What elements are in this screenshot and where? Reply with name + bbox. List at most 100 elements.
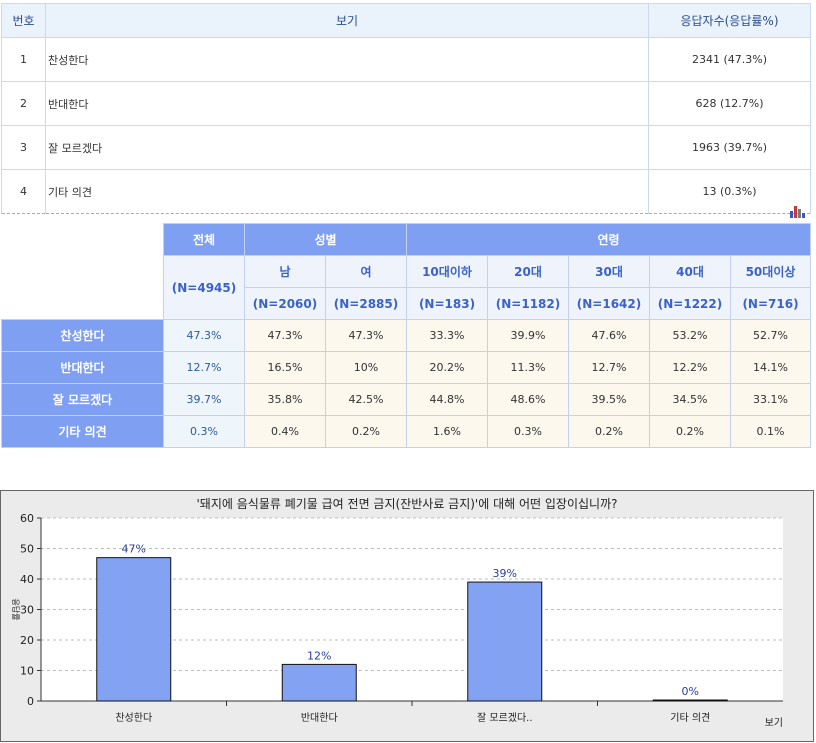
x-tick-label: 기타 의견 <box>670 712 710 724</box>
bar <box>467 581 543 702</box>
column-label: 여 <box>325 255 407 288</box>
data-label: 12% <box>307 649 331 662</box>
cell-value: 47.3% <box>244 319 326 352</box>
y-tick-label: 60 <box>20 512 34 525</box>
option-label: 찬성한다 <box>45 37 649 82</box>
x-axis-label: 보기 <box>765 717 783 729</box>
crosstab-row: 기타 의견 0.3% 0.4% 0.2% 1.6% 0.3% 0.2% 0.2%… <box>1 415 811 448</box>
column-n: (N=2060) <box>244 287 326 320</box>
cell-value: 47.3% <box>325 319 407 352</box>
results-header-row: 번호 보기 응답자수(응답률%) <box>1 3 811 38</box>
chart-title: '돼지에 음식물류 폐기물 급여 전면 금지(잔반사료 금지)'에 대해 어떤 … <box>196 497 618 511</box>
column-label: 10대이하 <box>406 255 488 288</box>
y-tick-label: 20 <box>20 634 34 647</box>
bar <box>96 557 172 702</box>
bar-chart-icon[interactable] <box>789 205 805 218</box>
x-tick-label: 잘 모르겠다.. <box>477 712 533 724</box>
y-tick-label: 0 <box>27 695 34 708</box>
total-value: 39.7% <box>163 383 245 416</box>
row-label: 반대한다 <box>1 351 164 384</box>
row-number: 1 <box>1 37 46 82</box>
crosstab-n-row: (N=2060) (N=2885) (N=183) (N=1182) (N=16… <box>2 287 811 320</box>
cell-value: 35.8% <box>244 383 326 416</box>
cell-value: 14.1% <box>730 351 811 384</box>
cell-value: 53.2% <box>649 319 731 352</box>
response-count: 13 (0.3%) <box>648 169 811 214</box>
cell-value: 44.8% <box>406 383 488 416</box>
option-label: 기타 의견 <box>45 169 649 214</box>
bar-chart-panel: '돼지에 음식물류 폐기물 급여 전면 금지(잔반사료 금지)'에 대해 어떤 … <box>0 490 814 742</box>
bar <box>652 699 728 702</box>
cell-value: 0.2% <box>325 415 407 448</box>
column-n: (N=1642) <box>568 287 650 320</box>
response-count: 2341 (47.3%) <box>648 37 811 82</box>
cell-value: 33.3% <box>406 319 488 352</box>
column-n: (N=2885) <box>325 287 407 320</box>
total-value: 12.7% <box>163 351 245 384</box>
crosstab-header-row: 전체 성별 연령 <box>1 223 811 320</box>
header-count: 응답자수(응답률%) <box>648 3 811 38</box>
cell-value: 10% <box>325 351 407 384</box>
column-n: (N=716) <box>730 287 811 320</box>
cell-value: 0.4% <box>244 415 326 448</box>
y-tick-label: 10 <box>20 665 34 678</box>
column-n: (N=183) <box>406 287 488 320</box>
cell-value: 0.3% <box>487 415 569 448</box>
bar <box>281 663 357 702</box>
cell-value: 11.3% <box>487 351 569 384</box>
header-no: 번호 <box>1 3 46 38</box>
total-n: (N=4945) <box>163 255 245 320</box>
x-tick-label: 반대한다 <box>301 712 338 724</box>
response-count: 1963 (39.7%) <box>648 125 811 170</box>
crosstab-table: 전체 성별 연령 (N=4945) 남 여 10대이하 20대 30대 40대 … <box>1 223 811 448</box>
table-row: 2 반대한다 628 (12.7%) <box>1 81 811 126</box>
row-number: 4 <box>1 169 46 214</box>
crosstab-row: 잘 모르겠다 39.7% 35.8% 42.5% 44.8% 48.6% 39.… <box>1 383 811 416</box>
row-label: 찬성한다 <box>1 319 164 352</box>
results-table: 번호 보기 응답자수(응답률%) 1 찬성한다 2341 (47.3%) 2 반… <box>1 3 811 214</box>
y-axis-label: 응답률 <box>11 598 21 620</box>
y-tick-label: 50 <box>20 543 34 556</box>
cell-value: 42.5% <box>325 383 407 416</box>
crosstab-corner <box>1 223 164 320</box>
table-row: 4 기타 의견 13 (0.3%) <box>1 169 811 214</box>
cell-value: 12.7% <box>568 351 650 384</box>
cell-value: 1.6% <box>406 415 488 448</box>
cell-value: 12.2% <box>649 351 731 384</box>
total-value: 47.3% <box>163 319 245 352</box>
cell-value: 16.5% <box>244 351 326 384</box>
row-number: 3 <box>1 125 46 170</box>
column-label: 50대이상 <box>730 255 811 288</box>
x-tick-label: 찬성한다 <box>115 712 152 724</box>
cell-value: 34.5% <box>649 383 731 416</box>
table-row: 3 잘 모르겠다 1963 (39.7%) <box>1 125 811 170</box>
header-option: 보기 <box>45 3 649 38</box>
cell-value: 33.1% <box>730 383 811 416</box>
option-label: 잘 모르겠다 <box>45 125 649 170</box>
column-label: 남 <box>244 255 326 288</box>
data-label: 39% <box>493 567 517 580</box>
cell-value: 39.5% <box>568 383 650 416</box>
data-label: 0% <box>682 685 699 698</box>
bar-chart: 0 10 20 30 40 50 60 47% 찬성한다 12% 반대한다 39% 잘 모르겠다.. 0%… <box>11 512 783 729</box>
row-label: 잘 모르겠다 <box>1 383 164 416</box>
cell-value: 20.2% <box>406 351 488 384</box>
crosstab-row: 찬성한다 47.3% 47.3% 47.3% 33.3% 39.9% 47.6%… <box>1 319 811 352</box>
total-header: 전체 <box>163 223 245 256</box>
cell-value: 39.9% <box>487 319 569 352</box>
data-label: 47% <box>122 543 146 556</box>
crosstab-row: 반대한다 12.7% 16.5% 10% 20.2% 11.3% 12.7% 1… <box>1 351 811 384</box>
total-value: 0.3% <box>163 415 245 448</box>
cell-value: 0.2% <box>568 415 650 448</box>
column-label: 30대 <box>568 255 650 288</box>
cell-value: 48.6% <box>487 383 569 416</box>
cell-value: 0.2% <box>649 415 731 448</box>
column-label: 20대 <box>487 255 569 288</box>
column-n: (N=1182) <box>487 287 569 320</box>
y-tick-label: 30 <box>20 604 34 617</box>
row-label: 기타 의견 <box>1 415 164 448</box>
cell-value: 0.1% <box>730 415 811 448</box>
table-row: 1 찬성한다 2341 (47.3%) <box>1 37 811 82</box>
row-number: 2 <box>1 81 46 126</box>
gender-header: 성별 <box>244 223 407 256</box>
